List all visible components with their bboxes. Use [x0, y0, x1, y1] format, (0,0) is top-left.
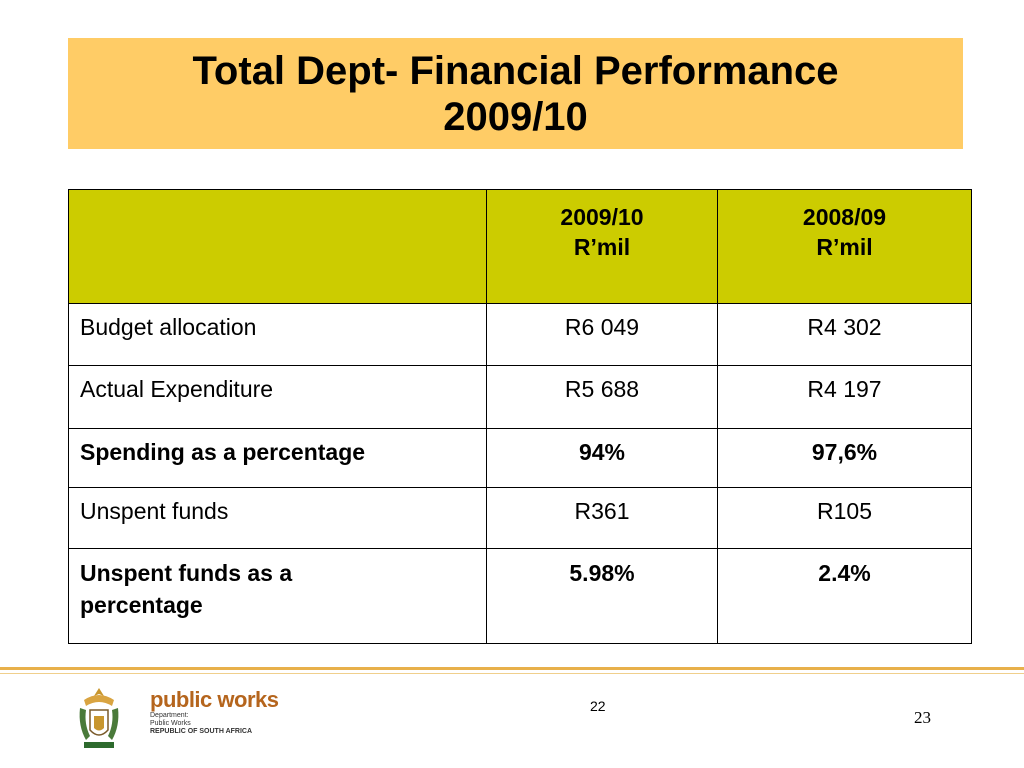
- title-line-1: Total Dept- Financial Performance: [192, 48, 839, 93]
- row-label-line-1: Unspent funds as a: [80, 560, 293, 586]
- header-year: 2008/09: [802, 204, 887, 230]
- table-row: Actual Expenditure R5 688 R4 197: [68, 365, 972, 429]
- table-row: Spending as a percentage 94% 97,6%: [68, 428, 972, 488]
- table-row: Budget allocation R6 049 R4 302: [68, 303, 972, 366]
- value-2009-10: 94%: [486, 428, 718, 488]
- value-2008-09: R105: [717, 487, 972, 549]
- page-number: 23: [914, 708, 931, 727]
- header-unit: R’mil: [816, 234, 873, 260]
- footer-rule-thin: [0, 673, 1024, 674]
- header-2008-09: 2008/09 R’mil: [717, 189, 972, 304]
- brand-block: public works Department: Public Works RE…: [150, 687, 279, 736]
- header-empty-cell: [68, 189, 487, 304]
- table-row: Unspent funds R361 R105: [68, 487, 972, 549]
- brand-line: Department:: [150, 712, 189, 719]
- value-2008-09: 2.4%: [717, 548, 972, 644]
- title-line-2: 2009/10: [443, 94, 588, 139]
- value-2009-10: R6 049: [486, 303, 718, 366]
- value-2009-10: 5.98%: [486, 548, 718, 644]
- value-2009-10: R5 688: [486, 365, 718, 429]
- row-label: Unspent funds: [68, 487, 487, 549]
- slide-number: 22: [590, 698, 606, 714]
- row-label: Budget allocation: [68, 303, 487, 366]
- value-2008-09: R4 197: [717, 365, 972, 429]
- row-label: Actual Expenditure: [68, 365, 487, 429]
- header-2009-10: 2009/10 R’mil: [486, 189, 718, 304]
- value-2008-09: R4 302: [717, 303, 972, 366]
- value-2009-10: R361: [486, 487, 718, 549]
- row-label: Unspent funds as a percentage: [68, 548, 487, 644]
- brand-line: REPUBLIC OF SOUTH AFRICA: [150, 728, 253, 735]
- title-box: Total Dept- Financial Performance 2009/1…: [68, 38, 963, 149]
- brand-line: Public Works: [150, 720, 191, 727]
- header-year: 2009/10: [560, 204, 644, 230]
- table-header-row: 2009/10 R’mil 2008/09 R’mil: [68, 189, 972, 304]
- footer-rule: [0, 667, 1024, 670]
- coat-of-arms-icon: [79, 688, 119, 748]
- row-label-line-2: percentage: [80, 592, 203, 618]
- table-row: Unspent funds as a percentage 5.98% 2.4%: [68, 548, 972, 644]
- row-label: Spending as a percentage: [68, 428, 487, 488]
- brand-name: public works: [150, 687, 279, 712]
- header-unit: R’mil: [573, 234, 631, 260]
- value-2008-09: 97,6%: [717, 428, 972, 488]
- financial-table: 2009/10 R’mil 2008/09 R’mil Budget alloc…: [68, 189, 972, 644]
